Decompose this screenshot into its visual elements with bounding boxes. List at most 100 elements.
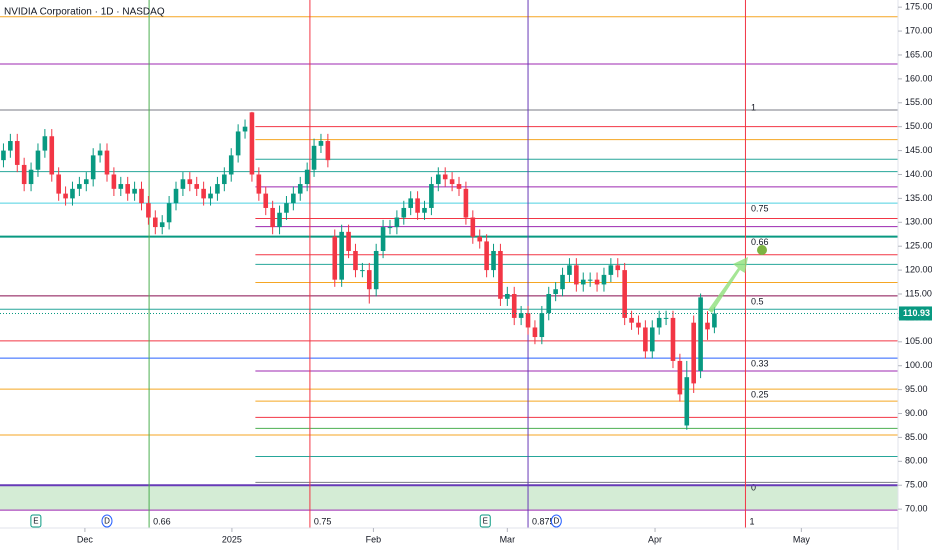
forecast-arrow [708,257,748,313]
vertical-label: 0.75 [314,516,332,526]
candle-body [380,227,386,251]
candle-body [111,174,117,189]
y-tick-label: 125.00 [905,241,932,251]
candle-body [408,198,413,208]
candle-body [70,188,75,199]
candle-body [525,313,531,328]
vertical-label: 0.66 [153,516,171,526]
level-label: 0.5 [751,296,764,306]
candle-body [49,136,55,175]
candle-body [601,274,607,285]
y-tick-label: 150.00 [905,121,932,131]
zone [0,485,898,511]
candle-body [705,322,710,330]
candle-body [684,377,690,426]
candle-body [249,112,255,175]
event-label: D [104,517,110,526]
candle-body [166,203,172,223]
candle-body [491,250,496,271]
candle-body [256,174,262,194]
candle-body [83,179,89,185]
candle-body [187,179,193,185]
level-label: 0.66 [751,237,769,247]
candle-body [553,289,558,295]
x-tick-label: Mar [500,534,516,544]
y-tick-label: 175.00 [905,2,932,12]
candle-body [477,236,483,242]
level-label: 0.75 [751,204,769,214]
candle-body [228,155,234,175]
x-tick-label: Feb [366,534,382,544]
last-price-box [899,306,932,321]
candle-body [222,174,227,185]
candle-body [235,131,241,156]
candle-body [656,317,662,328]
level-label: 0 [751,483,756,493]
event-label: E [483,517,488,526]
event-label: E [33,517,38,526]
candle-body [608,265,614,275]
candle-body [146,203,151,218]
candle-body [587,279,593,281]
candle-body [539,313,545,338]
candle-body [263,193,269,208]
candle-body [691,322,696,384]
candle-body [173,188,179,204]
candle-body [139,188,144,204]
candle-body [580,279,586,285]
chart-title: NVIDIA Corporation · 1D · NASDAQ [4,7,165,18]
candle-body [118,184,124,189]
vertical-label: 0.875 [532,516,555,526]
candle-body [422,207,427,213]
candle-body [511,294,517,318]
candle-body [318,141,324,146]
candle-body [201,188,206,199]
level-label: 0.33 [751,358,769,368]
event-marker [479,514,491,528]
candle-body [346,231,351,251]
candle-body [277,212,282,228]
candle-body [90,155,96,180]
candle-body [125,184,130,194]
candle-body [615,265,621,271]
candle-body [159,222,165,228]
y-tick-label: 75.00 [905,480,928,490]
y-tick-label: 80.00 [905,456,928,466]
candle-body [567,265,572,275]
candle-body [360,270,365,272]
y-tick-label: 70.00 [905,504,928,514]
candle-body [463,188,469,218]
candle-body [325,141,331,161]
candle-body [442,174,448,180]
candle-body [518,313,524,318]
candle-body [304,169,310,185]
candle-body [97,150,103,156]
event-marker [101,514,113,528]
candle-body [1,150,6,161]
candle-body [698,297,703,371]
y-tick-label: 170.00 [905,25,932,35]
candle-body [649,327,655,352]
candle-body [366,270,372,290]
y-tick-label: 105.00 [905,336,932,346]
candle-body [215,184,220,194]
candle-body [560,274,565,290]
candle-body [546,294,552,314]
candle-body [8,141,13,151]
candle-body [456,184,462,189]
candle-body [498,250,503,299]
y-tick-label: 165.00 [905,49,932,59]
candle-body [208,193,213,199]
candle-body [373,250,379,290]
candle-body [353,250,358,271]
candle-body [622,270,627,318]
candle-body [677,360,683,395]
candle-body [42,136,48,151]
candle-body [449,179,455,185]
y-tick-label: 145.00 [905,145,932,155]
candle-body [332,236,338,280]
candle-body [21,164,27,185]
y-tick-label: 85.00 [905,432,928,442]
y-tick-label: 135.00 [905,193,932,203]
